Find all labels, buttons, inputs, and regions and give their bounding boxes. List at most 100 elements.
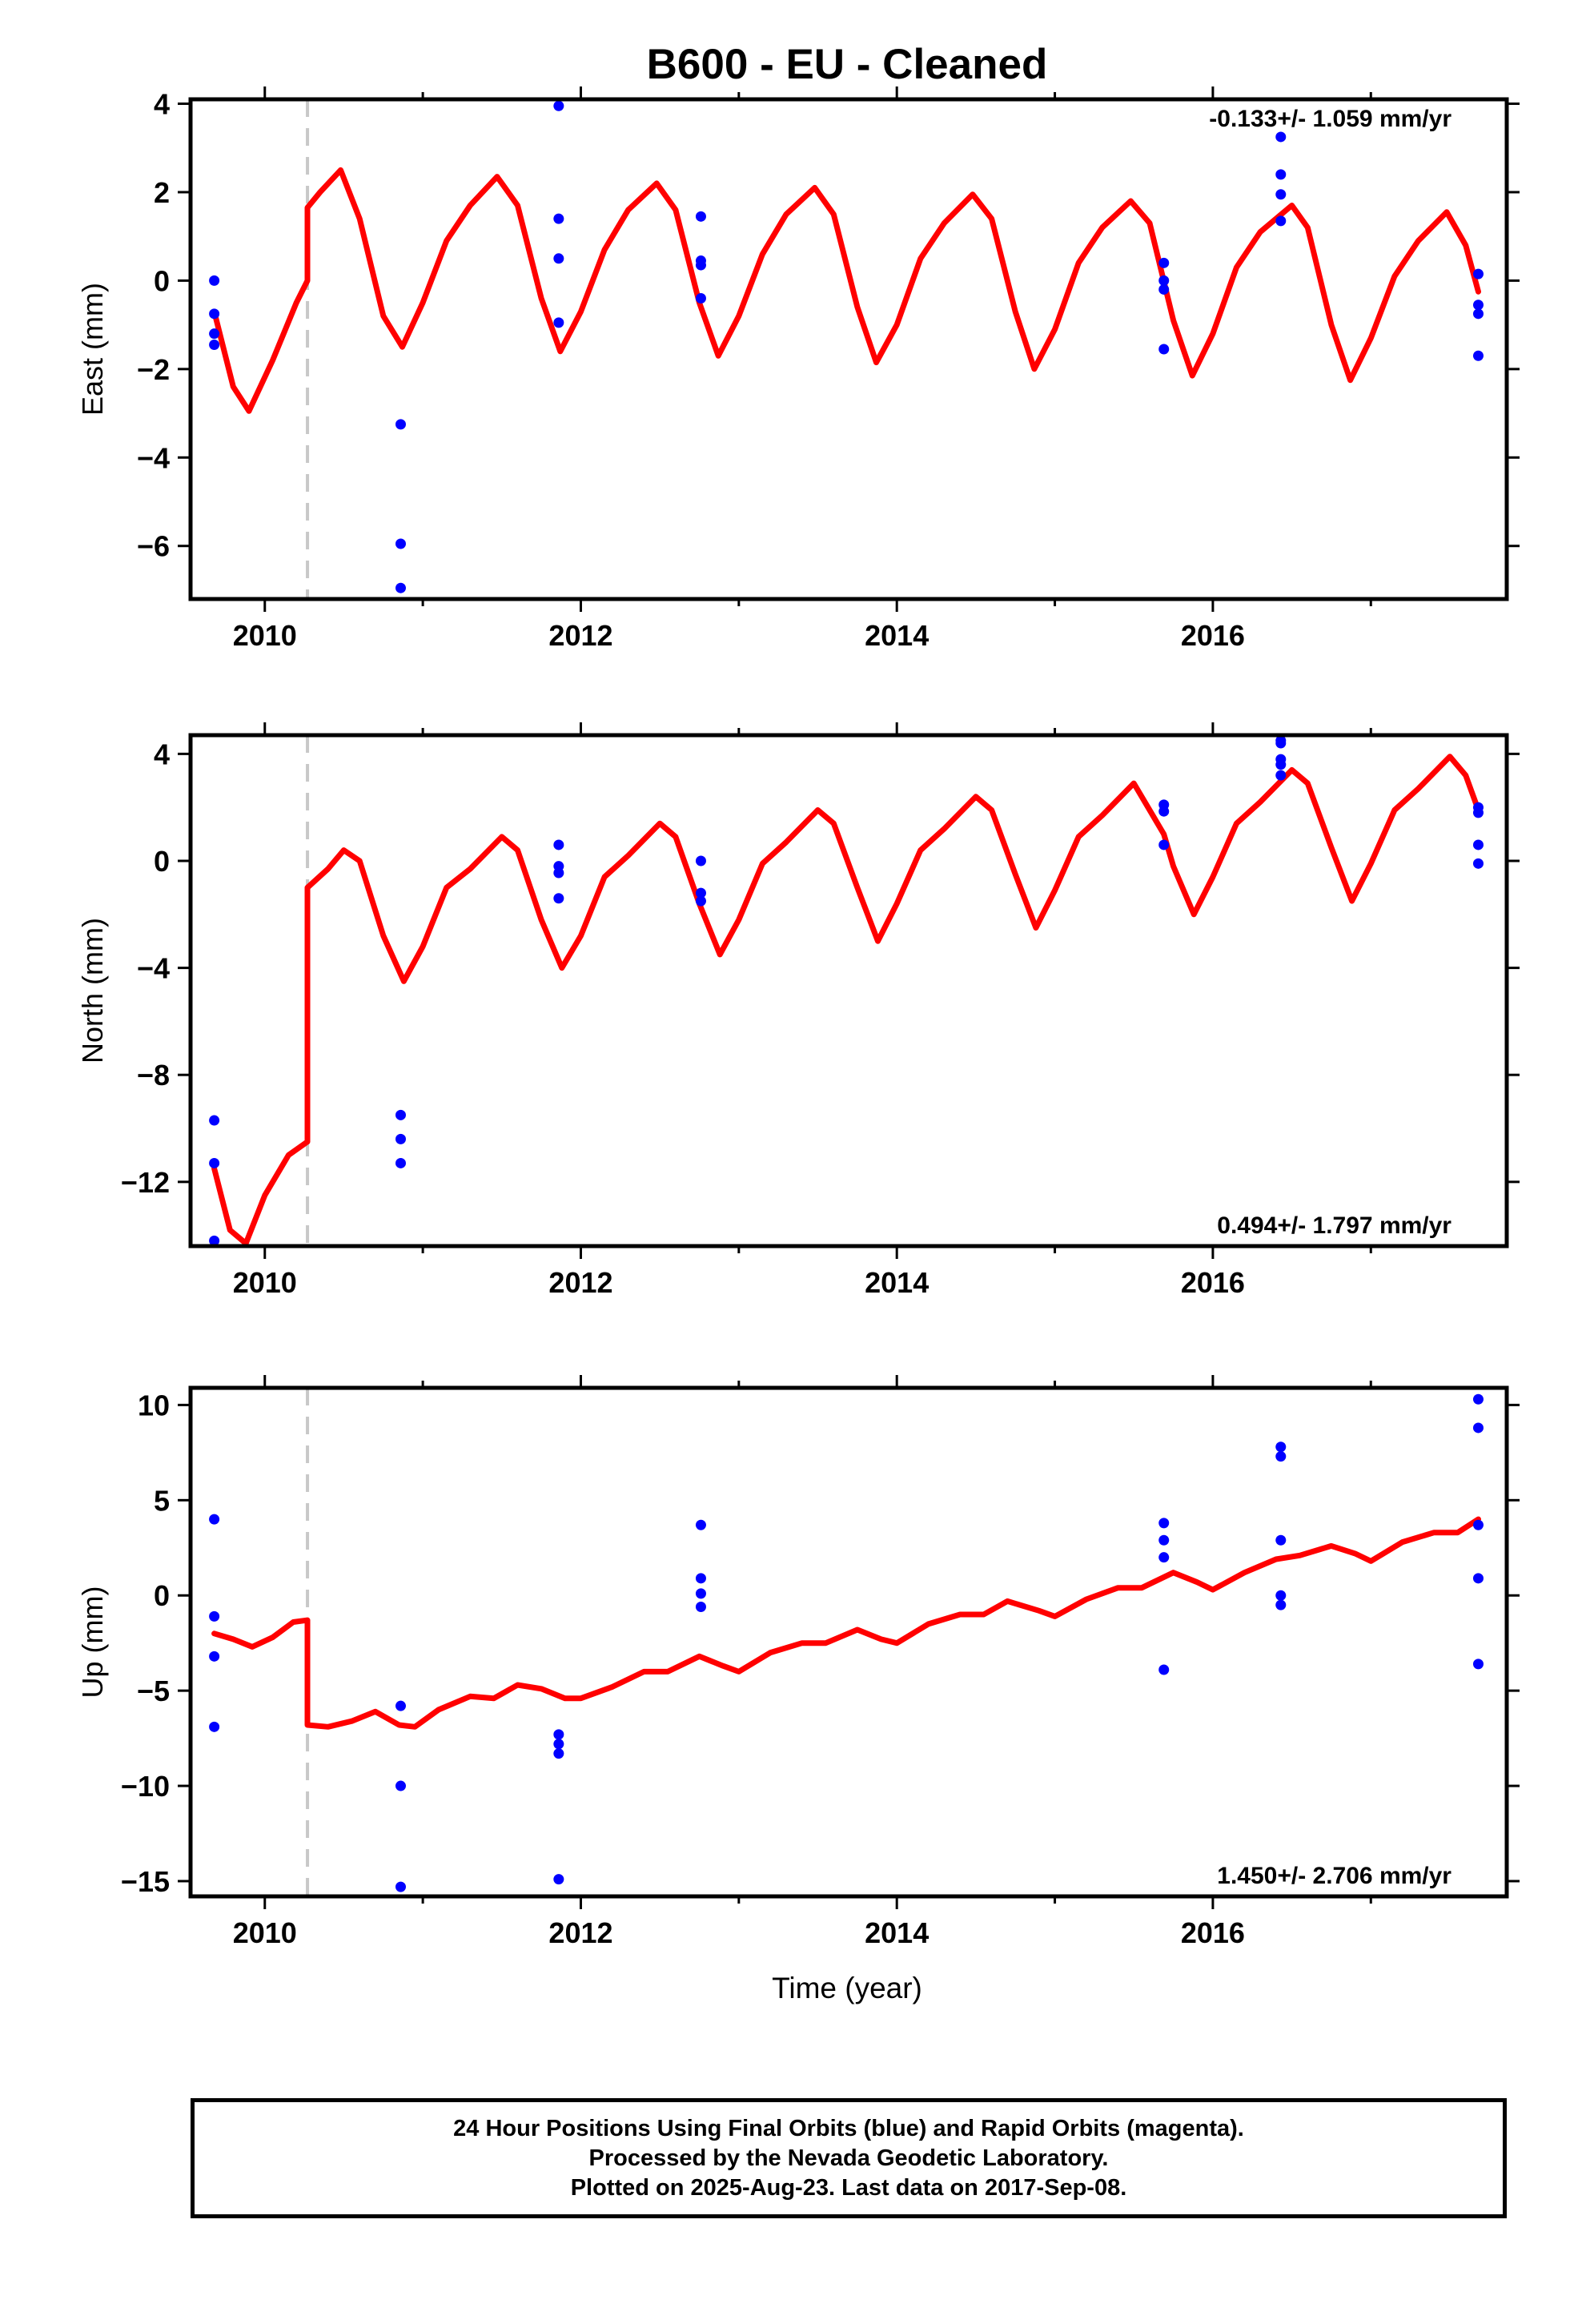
data-point — [1158, 1518, 1170, 1529]
model-line — [211, 167, 1481, 414]
data-point — [1275, 1534, 1287, 1546]
plot-area — [209, 99, 1484, 599]
x-tick-label: 2012 — [548, 1916, 612, 1949]
data-point — [695, 259, 706, 271]
x-tick-label: 2012 — [548, 619, 612, 652]
y-axis-label: Up (mm) — [76, 1586, 109, 1699]
y-tick-label: −15 — [121, 1865, 170, 1898]
velocity-label: -0.133+/- 1.059 mm/yr — [1209, 106, 1452, 132]
data-point — [1275, 189, 1287, 200]
data-point — [1472, 350, 1484, 361]
data-point — [395, 1133, 406, 1144]
data-point — [1275, 169, 1287, 180]
data-point — [695, 895, 706, 907]
data-point — [553, 893, 564, 904]
x-tick-label: 2016 — [1181, 619, 1245, 652]
y-tick-label: −10 — [121, 1770, 170, 1803]
data-point — [395, 1780, 406, 1791]
data-point — [209, 1115, 220, 1126]
data-point — [1275, 215, 1287, 227]
y-tick-label: −6 — [137, 530, 170, 563]
x-axis-label: Time (year) — [772, 1972, 922, 2004]
data-point — [395, 1157, 406, 1168]
velocity-label: 0.494+/- 1.797 mm/yr — [1217, 1212, 1452, 1239]
data-point — [553, 1748, 564, 1759]
data-point — [695, 1602, 706, 1613]
y-tick-label: −2 — [137, 353, 170, 386]
data-point — [1275, 1451, 1287, 1462]
x-tick-label: 2012 — [548, 1266, 612, 1299]
footer-line-1: 24 Hour Positions Using Final Orbits (bl… — [453, 2115, 1244, 2141]
y-tick-label: 2 — [154, 176, 170, 209]
data-point — [1472, 300, 1484, 311]
processing-info-box: 24 Hour Positions Using Final Orbits (bl… — [191, 2098, 1507, 2218]
x-tick-label: 2014 — [865, 1266, 929, 1299]
model-line — [211, 754, 1481, 1246]
x-tick-label: 2016 — [1181, 1916, 1245, 1949]
data-point — [395, 582, 406, 593]
data-point — [395, 1700, 406, 1711]
y-tick-label: 4 — [154, 88, 170, 121]
data-point — [695, 1573, 706, 1584]
data-point — [1275, 738, 1287, 749]
data-point — [553, 1739, 564, 1750]
data-point — [695, 855, 706, 866]
data-point — [1472, 1659, 1484, 1670]
data-point — [1275, 1441, 1287, 1453]
footer-line-3: Plotted on 2025-Aug-23. Last data on 201… — [570, 2174, 1127, 2201]
data-point — [553, 100, 564, 111]
data-point — [1472, 308, 1484, 320]
data-point — [1158, 1664, 1170, 1675]
data-point — [695, 1519, 706, 1530]
y-tick-label: 10 — [138, 1389, 170, 1421]
data-point — [1275, 1599, 1287, 1610]
data-point — [1472, 858, 1484, 869]
data-point — [553, 1729, 564, 1740]
data-point — [1158, 1552, 1170, 1563]
y-tick-label: 0 — [154, 1579, 170, 1612]
x-tick-label: 2010 — [233, 619, 297, 652]
data-point — [1472, 1393, 1484, 1405]
y-tick-label: 5 — [154, 1484, 170, 1517]
data-point — [1472, 1573, 1484, 1584]
data-point — [1158, 257, 1170, 268]
data-point — [209, 275, 220, 286]
data-point — [1472, 839, 1484, 850]
data-point — [395, 1881, 406, 1892]
data-point — [695, 292, 706, 304]
data-point — [1275, 770, 1287, 781]
y-axis-label: East (mm) — [76, 283, 109, 416]
data-point — [695, 887, 706, 899]
data-point — [209, 1514, 220, 1525]
figure-title: B600 - EU - Cleaned — [647, 41, 1048, 88]
data-point — [209, 308, 220, 320]
data-point — [553, 867, 564, 879]
y-tick-label: −12 — [121, 1166, 170, 1199]
data-point — [1158, 283, 1170, 295]
y-tick-label: −4 — [137, 441, 170, 474]
plot-area — [209, 735, 1484, 1246]
data-point — [1158, 344, 1170, 355]
data-point — [1275, 759, 1287, 770]
y-tick-label: 0 — [154, 264, 170, 297]
plot-frame — [188, 1385, 1509, 1899]
data-point — [395, 1109, 406, 1120]
north-panel: 2010 2012 2014 2016 4 0 −4 −8 −12 North (mm) 0.494… — [76, 722, 1520, 1299]
up-panel: 2010 2012 2014 2016 10 5 0 −5 −10 −15 Up (mm) 1.450… — [76, 1375, 1520, 1949]
model-line — [211, 1516, 1481, 1730]
data-point — [695, 1588, 706, 1599]
x-tick-label: 2014 — [865, 1916, 929, 1949]
y-tick-label: 4 — [154, 738, 170, 770]
data-point — [209, 1721, 220, 1732]
data-point — [1158, 839, 1170, 850]
data-point — [553, 213, 564, 224]
data-point — [695, 211, 706, 222]
data-point — [209, 1157, 220, 1168]
x-tick-label: 2014 — [865, 619, 929, 652]
plot-frame — [188, 733, 1509, 1248]
x-tick-label: 2010 — [233, 1266, 297, 1299]
x-tick-label: 2016 — [1181, 1266, 1245, 1299]
data-point — [209, 339, 220, 350]
data-point — [553, 317, 564, 328]
data-point — [209, 1651, 220, 1662]
